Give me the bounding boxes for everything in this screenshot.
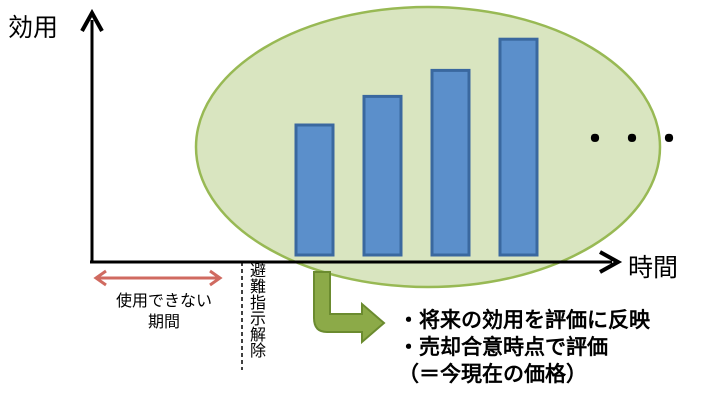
continuation-marker: ・・・	[578, 120, 689, 160]
bars-group	[294, 37, 539, 257]
valuation-points: ・将来の効用を評価に反映 ・売却合意時点で評価 （＝今現在の価格）	[398, 307, 650, 388]
bar-1	[294, 123, 335, 257]
point-sale-agreement: ・売却合意時点で評価	[398, 335, 608, 359]
green-bent-arrow	[313, 271, 386, 345]
unusable-period-label: 使用できない 期間	[100, 290, 228, 332]
x-axis-arrowhead	[599, 250, 623, 274]
bar-3	[430, 68, 471, 257]
y-axis-label: 効用	[8, 13, 59, 42]
evacuation-lifted-label: 避難指示解除	[247, 262, 266, 358]
unusable-period-arrow	[93, 269, 223, 287]
unusable-period-line1: 使用できない	[115, 291, 212, 310]
point-current-price: （＝今現在の価格）	[398, 362, 587, 386]
bar-2	[362, 94, 403, 257]
unusable-period-line2: 期間	[147, 312, 180, 331]
point-future-utility: ・将来の効用を評価に反映	[398, 308, 650, 332]
y-axis-arrowhead	[80, 8, 104, 32]
bar-4	[498, 37, 539, 257]
x-axis-label: 時間	[628, 253, 679, 282]
